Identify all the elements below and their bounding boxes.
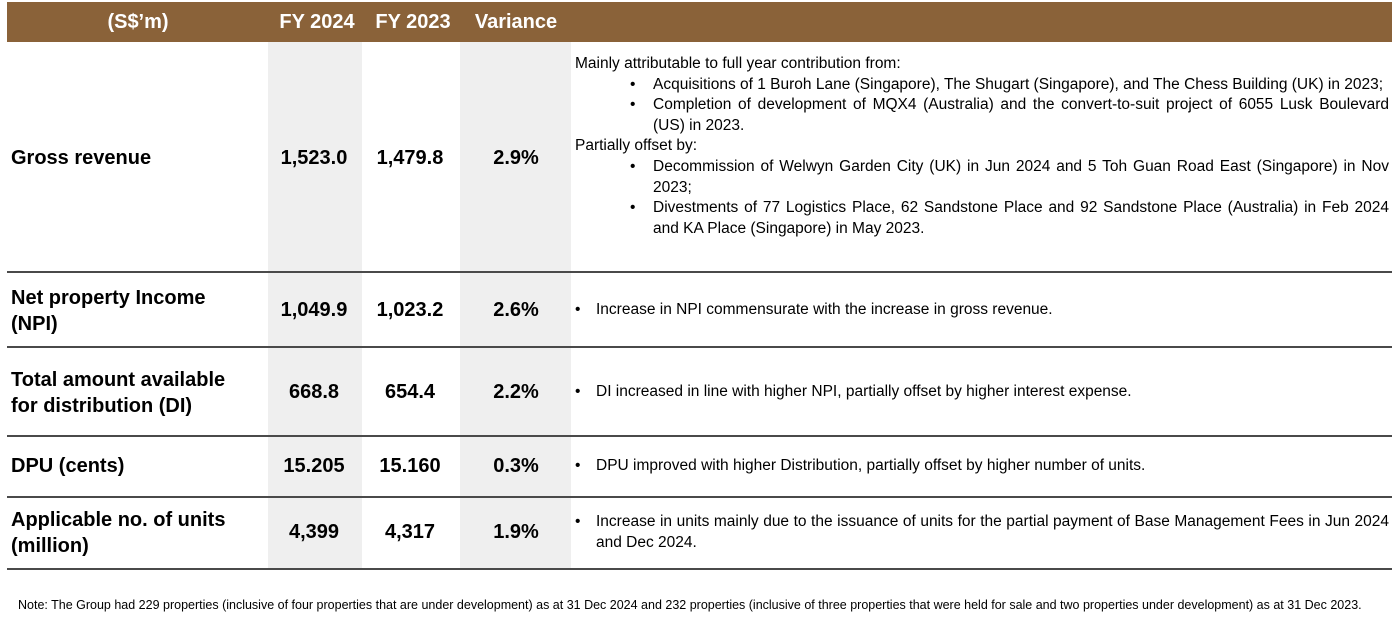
value-fy2023: 4,317 — [384, 521, 436, 543]
list-item: • Completion of development of MQX4 (Aust… — [630, 96, 1389, 134]
commentary: Mainly attributable to full year contrib… — [575, 54, 1389, 239]
commentary: • DI increased in line with higher NPI, … — [575, 382, 1389, 403]
row-label: Applicable no. of units (million) — [11, 509, 226, 557]
value-fy2024: 1,523.0 — [280, 147, 348, 169]
list-item: • Divestments of 77 Logistics Place, 62 S… — [630, 199, 1389, 237]
value-fy2024: 1,049.9 — [280, 299, 348, 321]
bullet: • — [630, 96, 636, 114]
variance-column-shade — [460, 42, 571, 569]
list-item: • Acquisitions of 1 Buroh Lane (Singapore… — [575, 75, 1389, 96]
value-variance: 2.9% — [493, 147, 539, 169]
row-divider — [7, 568, 1392, 570]
header-variance: Variance — [474, 11, 558, 33]
value-fy2024: 668.8 — [288, 381, 340, 403]
row-label: Gross revenue — [11, 147, 152, 169]
commentary-offset-intro: Partially offset by: — [575, 137, 698, 155]
header-fy2024: FY 2024 — [279, 11, 355, 33]
commentary-intro: Mainly attributable to full year contrib… — [575, 55, 901, 72]
row-label: Total amount available for distribution … — [11, 369, 226, 417]
bullet: • — [575, 301, 581, 318]
bullet: • — [630, 199, 636, 217]
value-fy2023: 15.160 — [379, 455, 441, 477]
value-fy2024: 15.205 — [283, 455, 345, 477]
row-divider — [7, 271, 1392, 273]
value-variance: 2.2% — [493, 381, 539, 403]
row-label: Net property Income (NPI) — [11, 287, 206, 335]
commentary: • Increase in NPI commensurate with the … — [575, 300, 1389, 321]
commentary: • Increase in units mainly due to the is… — [575, 513, 1389, 551]
commentary: • DPU improved with higher Distribution,… — [575, 456, 1389, 477]
footnote: Note: The Group had 229 properties (incl… — [18, 598, 1362, 612]
value-fy2023: 654.4 — [384, 381, 436, 403]
value-variance: 0.3% — [493, 455, 539, 477]
bullet: • — [630, 75, 636, 93]
bullet: • — [575, 513, 581, 530]
header-fy2023: FY 2023 — [375, 11, 451, 33]
value-variance: 1.9% — [493, 521, 539, 543]
bullet: • — [575, 383, 581, 400]
row-divider — [7, 435, 1392, 437]
value-fy2023: 1,479.8 — [376, 147, 444, 169]
value-variance: 2.6% — [493, 299, 539, 321]
row-divider — [7, 496, 1392, 498]
value-fy2024: 4,399 — [288, 521, 340, 543]
table-header: (S$’m) FY 2024 FY 2023 Variance — [7, 2, 1392, 42]
bullet: • — [575, 457, 581, 474]
fy2024-column-shade — [268, 42, 362, 569]
list-item: • Decommission of Welwyn Garden City (UK)… — [630, 157, 1389, 196]
row-label: DPU (cents) — [11, 455, 125, 477]
header-unit: (S$’m) — [107, 11, 169, 33]
row-divider — [7, 346, 1392, 348]
value-fy2023: 1,023.2 — [376, 299, 444, 321]
bullet: • — [630, 157, 636, 175]
